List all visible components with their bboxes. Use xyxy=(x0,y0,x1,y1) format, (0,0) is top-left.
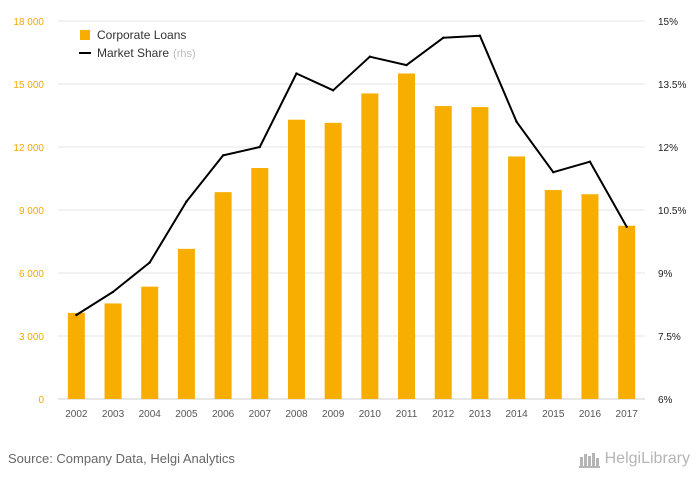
x-axis-tick-label: 2007 xyxy=(249,409,272,420)
market-share-point-2011 xyxy=(405,63,408,67)
x-axis-tick-label: 2009 xyxy=(322,409,345,420)
market-share-point-2003 xyxy=(111,290,115,294)
legend-label-market-share: Market Share (rhs) xyxy=(97,46,196,60)
x-axis-tick-label: 2002 xyxy=(65,409,88,420)
x-axis-tick-label: 2006 xyxy=(212,409,235,420)
x-axis-tick-label: 2005 xyxy=(175,409,198,420)
market-share-point-2010 xyxy=(368,55,372,58)
bar-2016 xyxy=(581,194,599,399)
legend-label-market-share-name: Market Share xyxy=(97,46,169,60)
right-axis-tick-label: 9% xyxy=(658,269,673,280)
bar-2013 xyxy=(471,107,489,399)
right-axis-tick-label: 7.5% xyxy=(658,332,681,343)
x-axis-tick-label: 2017 xyxy=(616,409,639,420)
brand-logo: HelgiLibrary xyxy=(578,448,690,470)
right-axis: 6% 7.5% 9% 10.5% 12% 13.5% 15% xyxy=(658,17,686,406)
left-axis: 0 3 000 6 000 9 000 12 000 15 000 18 000 xyxy=(13,17,44,406)
market-share-point-2014 xyxy=(515,120,518,124)
market-share-point-2005 xyxy=(185,200,188,203)
library-icon xyxy=(578,453,600,468)
right-axis-tick-label: 13.5% xyxy=(658,80,686,91)
bar-2006 xyxy=(214,192,232,399)
left-axis-tick-label: 15 000 xyxy=(13,80,44,91)
left-axis-tick-label: 9 000 xyxy=(19,206,44,217)
market-share-point-2009 xyxy=(331,89,335,92)
x-axis-tick-label: 2016 xyxy=(579,409,602,420)
brand-name: HelgiLibrary xyxy=(604,450,690,467)
bar-2003 xyxy=(104,303,122,399)
market-share-point-2016 xyxy=(588,160,592,163)
right-axis-tick-label: 15% xyxy=(658,17,678,28)
right-axis-tick-label: 6% xyxy=(658,395,673,406)
source-note: Source: Company Data, Helgi Analytics xyxy=(8,451,235,466)
left-axis-tick-label: 12 000 xyxy=(13,143,44,154)
bar-2015 xyxy=(544,190,562,399)
x-axis-tick-label: 2012 xyxy=(432,409,455,420)
market-share-point-2015 xyxy=(552,171,555,174)
bar-2017 xyxy=(618,225,636,399)
market-share-point-2006 xyxy=(221,154,225,157)
market-share-line xyxy=(75,34,628,316)
market-share-point-2012 xyxy=(442,36,445,39)
bar-2012 xyxy=(434,106,452,400)
legend-swatch-corporate-loans xyxy=(80,30,90,40)
x-axis-tick-label: 2003 xyxy=(102,409,125,420)
x-axis-tick-label: 2014 xyxy=(505,409,528,420)
bar-2004 xyxy=(141,286,159,399)
legend: Corporate Loans Market Share (rhs) xyxy=(79,28,196,60)
market-share-point-2008 xyxy=(295,72,298,75)
combo-chart: 0 3 000 6 000 9 000 12 000 15 000 18 000 6% 7.5… xyxy=(13,17,686,420)
bar-2005 xyxy=(177,248,195,399)
x-axis-tick-label: 2011 xyxy=(396,409,418,420)
line-series xyxy=(75,34,628,317)
legend-label-market-share-suffix: (rhs) xyxy=(173,48,196,60)
x-axis-tick-label: 2008 xyxy=(285,409,308,420)
left-axis-tick-label: 3 000 xyxy=(19,332,44,343)
bar-2002 xyxy=(67,312,85,399)
left-axis-tick-label: 6 000 xyxy=(19,269,44,280)
market-share-point-2004 xyxy=(148,261,151,264)
bar-2010 xyxy=(361,93,379,399)
x-axis-tick-label: 2010 xyxy=(359,409,382,420)
market-share-point-2007 xyxy=(258,145,261,149)
bar-2008 xyxy=(287,119,305,399)
market-share-point-2017 xyxy=(625,225,628,228)
bar-2011 xyxy=(398,73,416,399)
x-axis-tick-label: 2015 xyxy=(542,409,565,420)
right-axis-tick-label: 12% xyxy=(658,143,678,154)
market-share-point-2002 xyxy=(75,313,78,317)
x-axis: 2002 2003 2004 2005 2006 2007 2008 2009 2010 2011… xyxy=(65,409,638,420)
left-axis-tick-label: 0 xyxy=(38,395,44,406)
market-share-point-2013 xyxy=(478,34,482,37)
left-axis-tick-label: 18 000 xyxy=(13,17,44,28)
x-axis-tick-label: 2004 xyxy=(139,409,162,420)
right-axis-tick-label: 10.5% xyxy=(658,206,686,217)
x-axis-tick-label: 2013 xyxy=(469,409,492,420)
legend-label-corporate-loans: Corporate Loans xyxy=(97,28,186,42)
bar-series xyxy=(67,73,636,400)
bar-2009 xyxy=(324,122,342,399)
bar-2014 xyxy=(508,156,526,399)
bar-2007 xyxy=(251,168,269,399)
